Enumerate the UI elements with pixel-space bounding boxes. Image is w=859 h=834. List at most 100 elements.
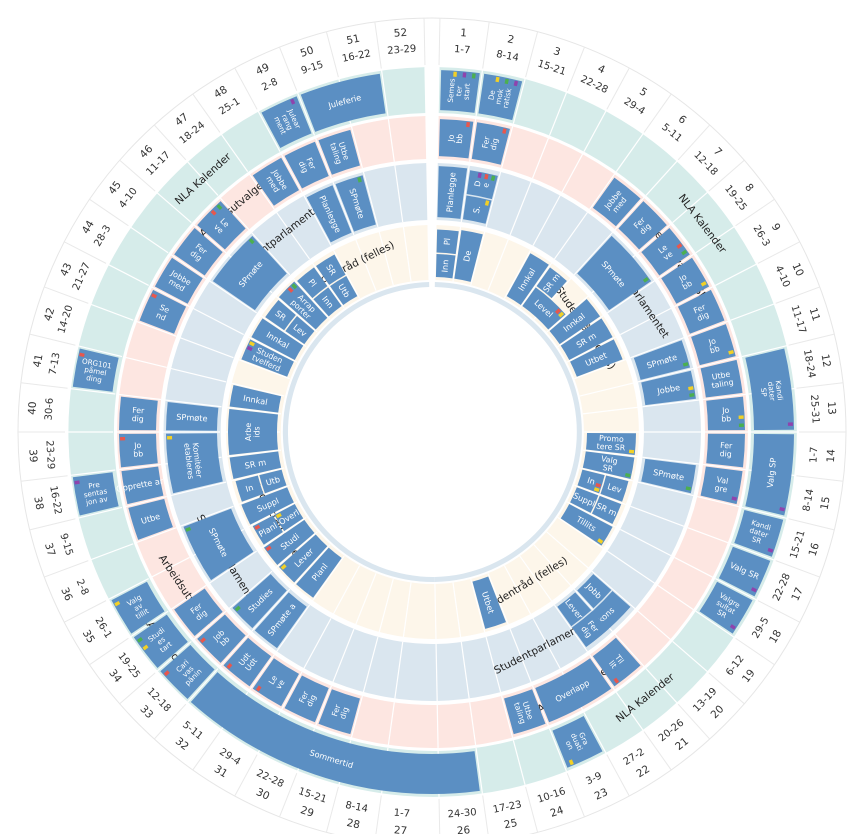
event-block[interactable] <box>274 504 304 532</box>
event-nla[interactable]: Sommertid <box>190 672 480 794</box>
event-block[interactable] <box>166 433 223 494</box>
event-block[interactable] <box>119 396 158 431</box>
event-arb[interactable]: Ferdig <box>119 396 158 431</box>
event-block[interactable] <box>557 592 592 627</box>
event-sr[interactable]: Arrapporter <box>278 281 328 330</box>
event-block[interactable] <box>454 230 483 282</box>
event-sr[interactable]: Tillits <box>560 504 613 546</box>
event-arb[interactable]: Utbetaling <box>504 689 546 735</box>
event-block[interactable] <box>72 472 119 516</box>
event-block[interactable] <box>504 689 546 735</box>
event-sr[interactable]: SR m <box>229 451 282 480</box>
event-block[interactable] <box>160 644 215 699</box>
event-block[interactable] <box>139 289 187 334</box>
event-sp[interactable]: Ferdig <box>572 611 609 647</box>
event-block[interactable] <box>296 547 342 598</box>
event-block[interactable] <box>582 451 635 480</box>
event-block[interactable] <box>641 458 696 494</box>
event-nla[interactable]: Valgavtillit <box>111 581 165 634</box>
event-block[interactable] <box>212 235 287 311</box>
event-sr[interactable]: Innkal <box>229 384 282 413</box>
event-block[interactable] <box>133 614 188 668</box>
event-block[interactable] <box>633 340 691 380</box>
event-sp[interactable]: SPmøte <box>212 235 287 311</box>
event-block[interactable] <box>734 510 784 557</box>
event-arb[interactable]: Ferdig <box>706 433 745 468</box>
event-nla[interactable]: ValgresultatSR <box>699 581 753 634</box>
event-block[interactable] <box>471 122 510 165</box>
event-block[interactable] <box>506 253 549 305</box>
event-block[interactable] <box>522 287 566 330</box>
event-nla[interactable]: Julearrangment <box>261 96 312 148</box>
event-block[interactable] <box>436 229 459 255</box>
event-block[interactable] <box>197 614 246 663</box>
event-block[interactable] <box>285 315 315 345</box>
event-block[interactable] <box>259 469 287 494</box>
event-sr[interactable]: Inn <box>435 254 456 279</box>
event-block[interactable] <box>318 689 360 735</box>
event-block[interactable] <box>700 359 743 398</box>
event-arb[interactable]: Leve <box>252 658 300 707</box>
event-block[interactable] <box>440 70 480 113</box>
event-sr[interactable]: Suppl <box>570 487 599 513</box>
event-sr[interactable]: Inn <box>313 287 342 317</box>
event-block[interactable] <box>263 519 315 565</box>
event-sr[interactable]: Innkal <box>549 299 601 345</box>
event-sr[interactable]: Promotere SR <box>586 432 636 456</box>
event-sr[interactable]: Utbet <box>472 576 506 629</box>
event-arb[interactable]: Jobbemed <box>154 257 203 304</box>
event-block[interactable] <box>700 466 743 505</box>
event-block[interactable] <box>335 175 376 232</box>
event-block[interactable] <box>174 588 223 637</box>
event-arb[interactable]: Send <box>139 289 187 334</box>
event-nla[interactable]: Valg SP <box>745 433 794 516</box>
event-block[interactable] <box>600 475 629 502</box>
event-block[interactable] <box>552 716 603 768</box>
event-sr[interactable]: De <box>454 230 483 282</box>
event-sr[interactable]: Innkal <box>251 318 304 360</box>
event-block[interactable] <box>699 581 753 634</box>
event-sr[interactable]: Innkal <box>506 253 549 305</box>
event-arb[interactable]: Ferdig <box>174 588 223 637</box>
event-block[interactable] <box>252 658 300 707</box>
event-arb[interactable]: Ferdig <box>677 289 725 334</box>
event-arb[interactable]: Jobb <box>706 396 745 431</box>
event-block[interactable] <box>718 546 771 597</box>
event-block[interactable] <box>592 177 641 227</box>
event-arb[interactable]: Ferdig <box>618 201 667 250</box>
event-block[interactable] <box>570 487 599 513</box>
event-block[interactable] <box>252 515 283 545</box>
event-nla[interactable]: KandidaterSR <box>734 510 784 557</box>
event-block[interactable] <box>438 119 474 159</box>
event-block[interactable] <box>251 318 304 360</box>
event-block[interactable] <box>306 185 352 243</box>
event-block[interactable] <box>241 339 294 377</box>
event-block[interactable] <box>535 658 612 723</box>
event-block[interactable] <box>174 227 223 276</box>
event-nla[interactable]: Demokratisk <box>478 73 523 121</box>
event-block[interactable] <box>154 257 203 304</box>
event-block[interactable] <box>284 675 329 723</box>
event-block[interactable] <box>745 348 794 431</box>
event-arb[interactable]: Jobb <box>691 324 736 366</box>
event-block[interactable] <box>677 289 725 334</box>
event-sr[interactable]: Utb <box>330 276 358 305</box>
event-block[interactable] <box>618 201 667 250</box>
event-block[interactable] <box>166 401 219 431</box>
event-block[interactable] <box>252 157 300 206</box>
event-sp[interactable]: Jobbe <box>641 370 696 406</box>
event-block[interactable] <box>661 257 710 304</box>
event-sp[interactable]: SPmøte <box>183 508 254 581</box>
event-block[interactable] <box>284 141 329 189</box>
event-sr[interactable]: ValgSR <box>582 451 635 480</box>
event-block[interactable] <box>278 281 328 330</box>
event-arb[interactable]: Utbetaling <box>700 359 743 398</box>
event-arb[interactable]: Utbe <box>128 498 173 540</box>
event-arb[interactable]: Overlapp <box>535 658 612 723</box>
event-arb[interactable]: Leve <box>197 201 246 250</box>
event-block[interactable] <box>241 487 294 525</box>
event-sp[interactable]: SPmøte <box>166 401 219 431</box>
event-sp[interactable]: Jobb <box>577 574 612 609</box>
event-sp[interactable]: Lever <box>557 592 592 627</box>
event-block[interactable] <box>462 195 492 224</box>
